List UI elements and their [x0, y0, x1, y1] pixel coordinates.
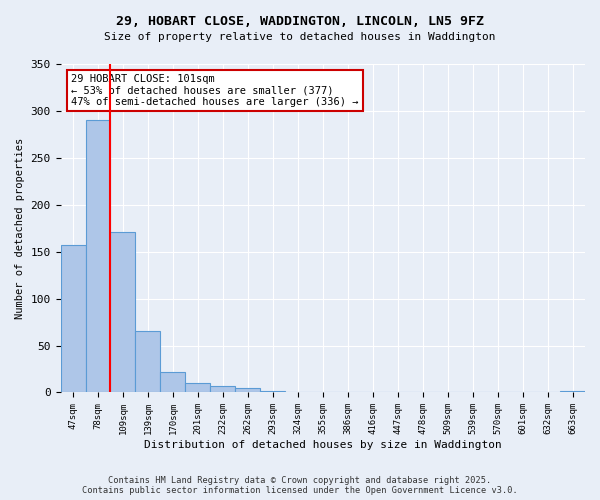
- Bar: [185, 383, 211, 392]
- Bar: [560, 390, 585, 392]
- Bar: [160, 372, 185, 392]
- Y-axis label: Number of detached properties: Number of detached properties: [15, 138, 25, 319]
- Bar: [86, 120, 110, 392]
- Text: Size of property relative to detached houses in Waddington: Size of property relative to detached ho…: [104, 32, 496, 42]
- Bar: [260, 390, 286, 392]
- Bar: [136, 332, 160, 392]
- Text: 29 HOBART CLOSE: 101sqm
← 53% of detached houses are smaller (377)
47% of semi-d: 29 HOBART CLOSE: 101sqm ← 53% of detache…: [71, 74, 359, 107]
- X-axis label: Distribution of detached houses by size in Waddington: Distribution of detached houses by size …: [144, 440, 502, 450]
- Bar: [211, 386, 235, 392]
- Text: Contains HM Land Registry data © Crown copyright and database right 2025.
Contai: Contains HM Land Registry data © Crown c…: [82, 476, 518, 495]
- Bar: [61, 245, 86, 392]
- Text: 29, HOBART CLOSE, WADDINGTON, LINCOLN, LN5 9FZ: 29, HOBART CLOSE, WADDINGTON, LINCOLN, L…: [116, 15, 484, 28]
- Bar: [110, 232, 136, 392]
- Bar: [235, 388, 260, 392]
